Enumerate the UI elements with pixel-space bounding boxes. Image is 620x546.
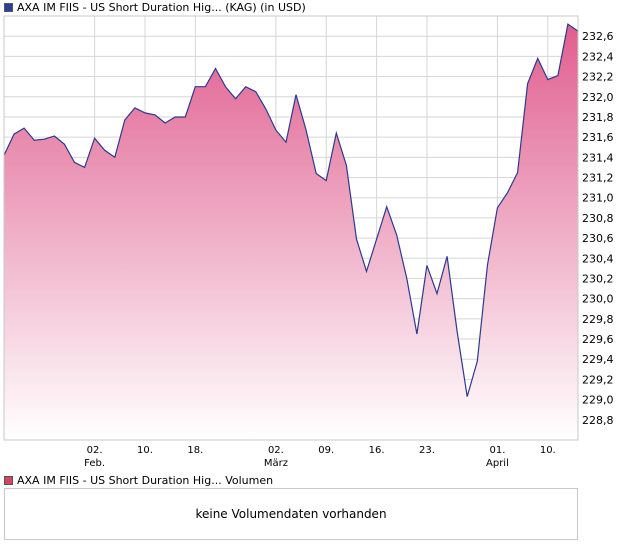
x-tick-label: 09. — [318, 445, 334, 456]
plot-frame — [3, 15, 579, 441]
x-tick-month-label: Feb. — [84, 458, 105, 469]
y-tick-label: 229,4 — [582, 353, 614, 366]
price-line — [3, 23, 579, 397]
price-chart: 228,8 229,0 229,2 229,4 229,6 229,8 230,0 230,2… — [3, 15, 614, 469]
y-tick-label: 229,0 — [582, 394, 614, 407]
y-tick-label: 230,8 — [582, 212, 614, 225]
y-tick-label: 232,2 — [582, 71, 614, 84]
x-tick-month-label: März — [264, 458, 288, 469]
price-area — [4, 24, 578, 440]
y-tick-label: 231,0 — [582, 192, 614, 205]
x-tick-month-label: April — [486, 458, 509, 469]
y-tick-label: 229,8 — [582, 313, 614, 326]
y-tick-label: 231,4 — [582, 151, 614, 164]
y-tick-label: 231,6 — [582, 131, 614, 144]
y-tick-label: 230,0 — [582, 293, 614, 306]
y-tick-label: 231,8 — [582, 111, 614, 124]
legend-main-label: AXA IM FIIS - US Short Duration Hig... (… — [17, 0, 306, 14]
volume-empty-message: keine Volumendaten vorhanden — [195, 507, 387, 521]
y-axis-ticks: 228,8 229,0 229,2 229,4 229,6 229,8 230,0 230,2… — [582, 30, 614, 427]
legend-main: AXA IM FIIS - US Short Duration Hig... (… — [4, 0, 306, 14]
x-tick-label: 23. — [419, 445, 435, 456]
x-tick-label: 10. — [137, 445, 153, 456]
y-tick-label: 229,6 — [582, 333, 614, 346]
volume-panel: keine Volumendaten vorhanden — [4, 488, 578, 540]
legend-volume-label: AXA IM FIIS - US Short Duration Hig... V… — [17, 473, 274, 487]
y-tick-label: 228,8 — [582, 414, 614, 427]
x-axis-ticks: 02. Feb. 10. 18. 02. März 09. 16. 23. 01. April 10. — [84, 445, 556, 469]
legend-main-swatch — [4, 2, 13, 12]
legend-volume: AXA IM FIIS - US Short Duration Hig... V… — [4, 473, 273, 487]
y-tick-label: 232,0 — [582, 91, 614, 104]
y-tick-label: 230,6 — [582, 232, 614, 245]
y-tick-label: 231,2 — [582, 172, 614, 185]
y-tick-label: 229,2 — [582, 373, 614, 386]
x-tick-label: 16. — [369, 445, 385, 456]
y-tick-label: 232,4 — [582, 50, 614, 63]
x-tick-label: 02. — [268, 445, 284, 456]
x-tick-label: 01. — [489, 445, 505, 456]
x-tick-label: 18. — [187, 445, 203, 456]
x-tick-label: 02. — [87, 445, 103, 456]
y-tick-label: 230,2 — [582, 272, 614, 285]
y-tick-label: 232,6 — [582, 30, 614, 43]
y-tick-label: 230,4 — [582, 252, 614, 265]
x-tick-label: 10. — [540, 445, 556, 456]
legend-volume-swatch — [4, 475, 13, 485]
